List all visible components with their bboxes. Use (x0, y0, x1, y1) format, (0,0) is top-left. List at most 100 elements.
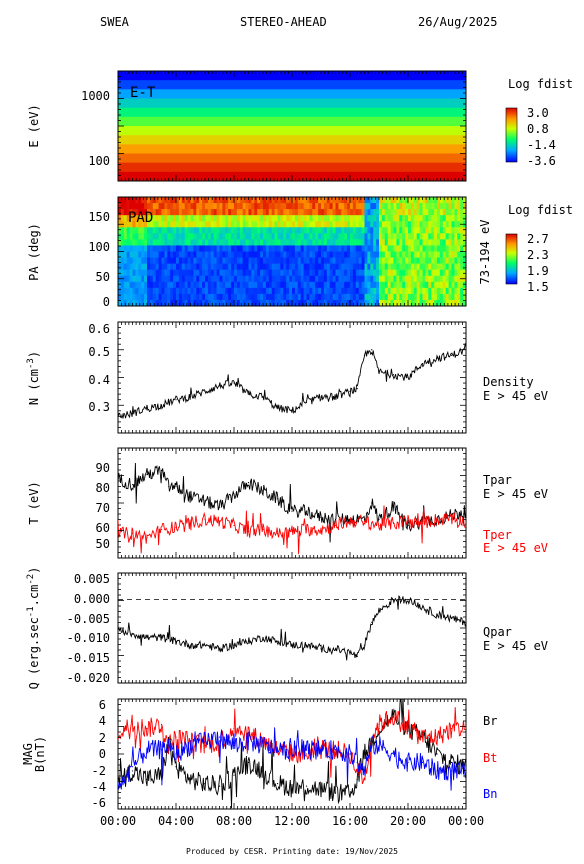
pad-cell (202, 233, 206, 240)
pad-cell (210, 197, 215, 204)
pad-cell (213, 263, 217, 271)
pad-cell (303, 275, 307, 283)
pad-cell (416, 197, 420, 204)
pad-cell (326, 215, 331, 222)
pad-cell (138, 263, 142, 271)
pad-cell (251, 251, 255, 258)
pad-cell (286, 197, 290, 204)
pad-cell (216, 275, 220, 283)
pad-cell (219, 227, 223, 234)
pad-cell (251, 293, 255, 301)
pad-cell (315, 293, 319, 301)
pad-cell (257, 269, 261, 277)
pad-cell (309, 215, 313, 222)
pad-cell (384, 239, 389, 246)
pad-cell (248, 203, 252, 210)
pad-cell (396, 263, 400, 271)
pad-cell (245, 209, 249, 216)
pad-cell (341, 293, 345, 301)
pad-cell (236, 263, 241, 271)
pad-cell (341, 215, 345, 222)
pad-cell (350, 209, 354, 216)
pad-cell (332, 221, 336, 228)
pad-cell (202, 197, 206, 204)
pad-cell (419, 233, 423, 240)
pad-cell (312, 239, 316, 246)
pad-cell (120, 233, 125, 240)
pad-cell (123, 275, 128, 283)
pad-cell (292, 275, 296, 283)
pad-cell (332, 299, 336, 306)
pad-cell (118, 215, 122, 222)
pad-cell (428, 263, 432, 271)
pad-cell (428, 275, 432, 283)
pad-cell (367, 215, 371, 222)
pad-cell (376, 281, 380, 289)
pad-cell (274, 215, 278, 222)
pad-cell (457, 287, 461, 295)
pad-cell (312, 263, 316, 271)
pad-cell (193, 221, 197, 228)
pad-cell (347, 287, 351, 295)
pad-cell (184, 215, 188, 222)
pad-cell (181, 299, 186, 306)
pad-cell (448, 227, 452, 234)
pad-cell (251, 239, 255, 246)
pad-cell (434, 245, 438, 252)
pad-cell (234, 197, 238, 204)
pad-cell (207, 251, 212, 258)
pad-cell (329, 233, 333, 240)
data-point (131, 766, 134, 768)
pad-cell (231, 209, 235, 216)
pad-cell (138, 239, 142, 246)
pad-cell (248, 197, 252, 204)
pad-cell (164, 197, 168, 204)
pad-cell (202, 221, 206, 228)
pad-cell (364, 209, 368, 216)
b-tick-2: 2 (99, 731, 106, 745)
pad-cell (158, 281, 162, 289)
pad-cell (460, 299, 464, 306)
pad-cell (207, 275, 212, 283)
pad-cell (205, 245, 209, 252)
pad-cell (387, 287, 391, 295)
energy-tick-1000: 1000 (81, 89, 110, 103)
pad-cell (222, 299, 226, 306)
pad-cell (358, 299, 362, 306)
pad-cell (144, 269, 148, 277)
pad-cell (390, 269, 394, 277)
pad-cell (126, 281, 130, 289)
pad-cell (257, 233, 261, 240)
pad-cell (120, 203, 125, 210)
pad-cell (381, 203, 386, 210)
pad-cell (387, 203, 391, 210)
pad-cell (205, 215, 209, 222)
pad-cell (123, 257, 128, 265)
pad-cell (231, 239, 235, 246)
pad-cell (155, 281, 159, 289)
pad-cell (384, 245, 389, 252)
pad-cell (216, 245, 220, 252)
pad-cell (445, 239, 449, 246)
pad-cell (155, 287, 159, 295)
pad-cell (164, 251, 168, 258)
pad-cell (463, 203, 466, 210)
pad-cell (161, 209, 165, 216)
pa-tick-50: 50 (96, 270, 110, 284)
pad-cell (410, 257, 415, 265)
pad-cell (202, 209, 206, 216)
pad-cell (408, 263, 412, 271)
pad-cell (173, 239, 177, 246)
pad-cell (323, 251, 328, 258)
pad-cell (245, 251, 249, 258)
pad-cell (274, 281, 278, 289)
pad-cell (451, 221, 455, 228)
pad-cell (178, 203, 183, 210)
pad-cell (257, 239, 261, 246)
pad-cell (437, 233, 441, 240)
pad-cell (294, 203, 299, 210)
pad-cell (207, 233, 212, 240)
pad-cell (210, 257, 215, 265)
pad-cell (141, 275, 145, 283)
pad-cell (225, 245, 229, 252)
